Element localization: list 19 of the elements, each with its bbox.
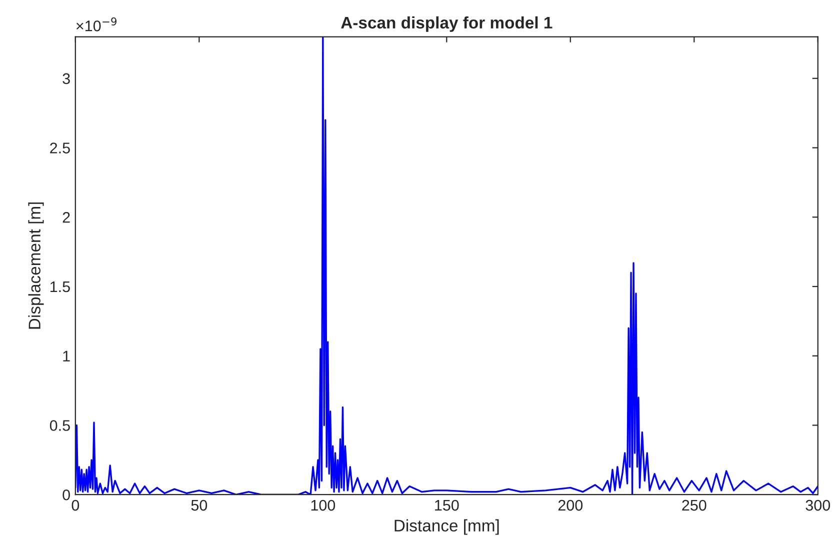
x-tick-label: 50 <box>191 500 208 511</box>
chart-title: A-scan display for model 1 <box>341 16 552 32</box>
y-tick-label: 1 <box>63 350 70 362</box>
x-tick-label: 150 <box>435 500 459 511</box>
y-axis-title: Displacement [m] <box>28 202 44 329</box>
x-tick-label: 200 <box>558 500 583 511</box>
text: ×10$^{−9}$ <box>76 17 116 32</box>
x-tick-label: 0 <box>72 500 80 511</box>
x-axis-title: Distance [mm] <box>394 519 499 535</box>
x-tick-label: 300 <box>806 500 830 511</box>
y-tick-label: 1.5 <box>50 282 70 292</box>
y-tick-label: 2 <box>62 212 70 223</box>
x-tick-label: 100 <box>311 500 336 511</box>
y-tick-label: 2.5 <box>50 142 70 154</box>
y-tick-label: 0.5 <box>50 420 70 431</box>
line-series <box>75 36 818 495</box>
x-tick-label: 250 <box>682 500 706 511</box>
y-tick-label: 0 <box>62 489 70 500</box>
y-tick-label: 3 <box>62 73 70 84</box>
